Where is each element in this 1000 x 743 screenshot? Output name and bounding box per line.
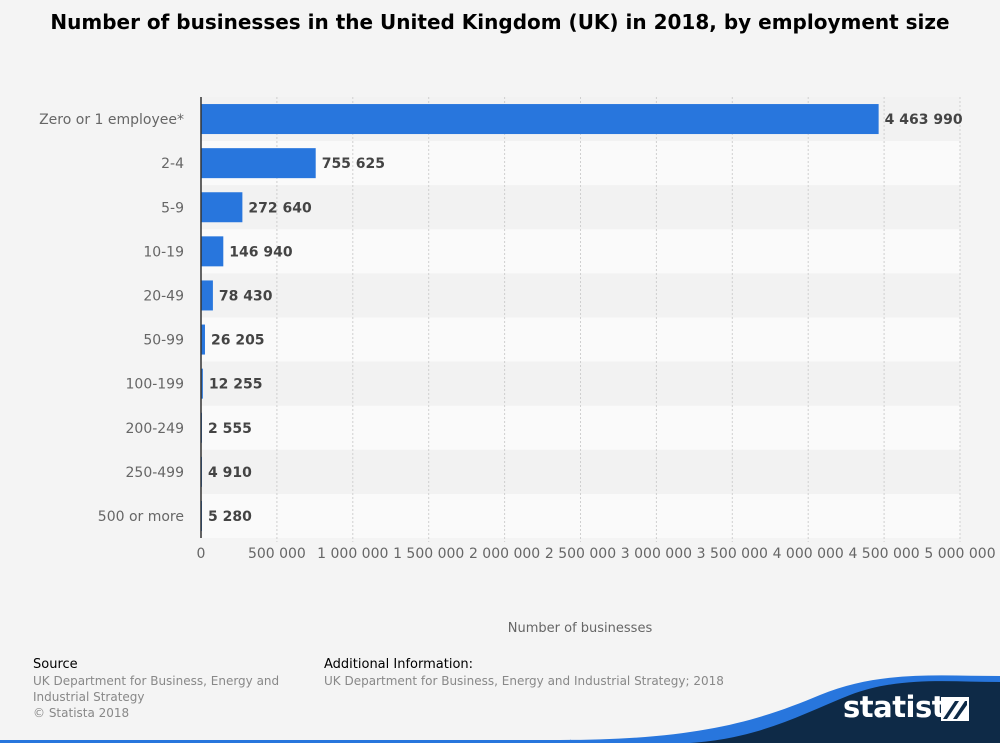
- brand-wave-decoration: [0, 675, 1000, 743]
- source-line-1: UK Department for Business, Energy and: [33, 674, 280, 688]
- source-line-2: Industrial Strategy: [33, 690, 145, 704]
- category-label: 100-199: [126, 377, 185, 393]
- x-tick-label: 1 500 000: [393, 546, 464, 562]
- row-band: [201, 361, 960, 406]
- value-label: 5 280: [208, 509, 252, 525]
- category-label: 2-4: [161, 156, 184, 172]
- category-label: 5-9: [161, 200, 184, 216]
- value-label: 272 640: [248, 200, 312, 216]
- value-label: 2 555: [208, 421, 252, 437]
- value-label: 78 430: [219, 288, 273, 304]
- x-tick-label: 1 000 000: [317, 546, 388, 562]
- category-label: 10-19: [143, 244, 184, 260]
- source-block: Source UK Department for Business, Energ…: [33, 657, 303, 721]
- bar: [201, 324, 205, 355]
- category-label: 250-499: [126, 465, 185, 481]
- x-tick-label: 500 000: [248, 546, 306, 562]
- bar: [201, 148, 316, 179]
- additional-info-block: Additional Information: UK Department fo…: [324, 657, 744, 689]
- bar: [201, 280, 213, 311]
- x-tick-label: 3 000 000: [621, 546, 692, 562]
- additional-info-text: UK Department for Business, Energy and I…: [324, 674, 724, 688]
- x-axis-title: Number of businesses: [507, 621, 653, 636]
- source-heading: Source: [33, 657, 78, 672]
- category-label: 20-49: [143, 288, 184, 304]
- value-label: 4 910: [208, 465, 252, 481]
- additional-info-heading: Additional Information:: [324, 657, 474, 672]
- bar-chart: Zero or 1 employee* 4 463 990 2-4 755 625 5-…: [39, 97, 996, 562]
- x-tick-label: 4 500 000: [848, 546, 919, 562]
- x-tick-label: 4 000 000: [773, 546, 844, 562]
- category-label: 500 or more: [98, 509, 184, 525]
- value-label: 12 255: [209, 377, 263, 393]
- bar: [201, 236, 224, 267]
- chart-title: Number of businesses in the United Kingd…: [50, 10, 950, 34]
- bar: [201, 104, 879, 135]
- value-label: 755 625: [322, 156, 385, 172]
- bar: [201, 192, 243, 223]
- value-label: 146 940: [229, 244, 293, 260]
- x-tick-label: 3 500 000: [697, 546, 768, 562]
- category-label: 200-249: [126, 421, 185, 437]
- value-label: 4 463 990: [885, 112, 963, 128]
- category-label: Zero or 1 employee*: [39, 112, 184, 128]
- statista-logo-icon: [941, 697, 969, 721]
- x-tick-label: 0: [197, 546, 206, 562]
- x-tick-label: 5 000 000: [924, 546, 995, 562]
- row-band: [201, 405, 960, 450]
- x-tick-label: 2 500 000: [545, 546, 616, 562]
- row-band: [201, 449, 960, 494]
- row-band: [201, 493, 960, 538]
- bar: [201, 368, 203, 399]
- copyright-text: © Statista 2018: [33, 706, 130, 720]
- x-tick-label: 2 000 000: [469, 546, 540, 562]
- value-label: 26 205: [211, 333, 265, 349]
- category-label: 50-99: [143, 333, 184, 349]
